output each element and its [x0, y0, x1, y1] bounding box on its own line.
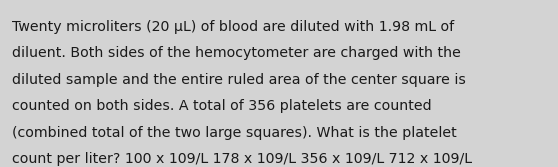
Text: diluted sample and the entire ruled area of the center square is: diluted sample and the entire ruled area…: [12, 73, 466, 87]
Text: counted on both sides. A total of 356 platelets are counted: counted on both sides. A total of 356 pl…: [12, 99, 432, 113]
Text: count per liter? 100 x 109/L 178 x 109/L 356 x 109/L 712 x 109/L: count per liter? 100 x 109/L 178 x 109/L…: [12, 152, 472, 166]
Text: (combined total of the two large squares). What is the platelet: (combined total of the two large squares…: [12, 126, 457, 140]
Text: Twenty microliters (20 µL) of blood are diluted with 1.98 mL of: Twenty microliters (20 µL) of blood are …: [12, 20, 454, 34]
Text: diluent. Both sides of the hemocytometer are charged with the: diluent. Both sides of the hemocytometer…: [12, 46, 461, 60]
